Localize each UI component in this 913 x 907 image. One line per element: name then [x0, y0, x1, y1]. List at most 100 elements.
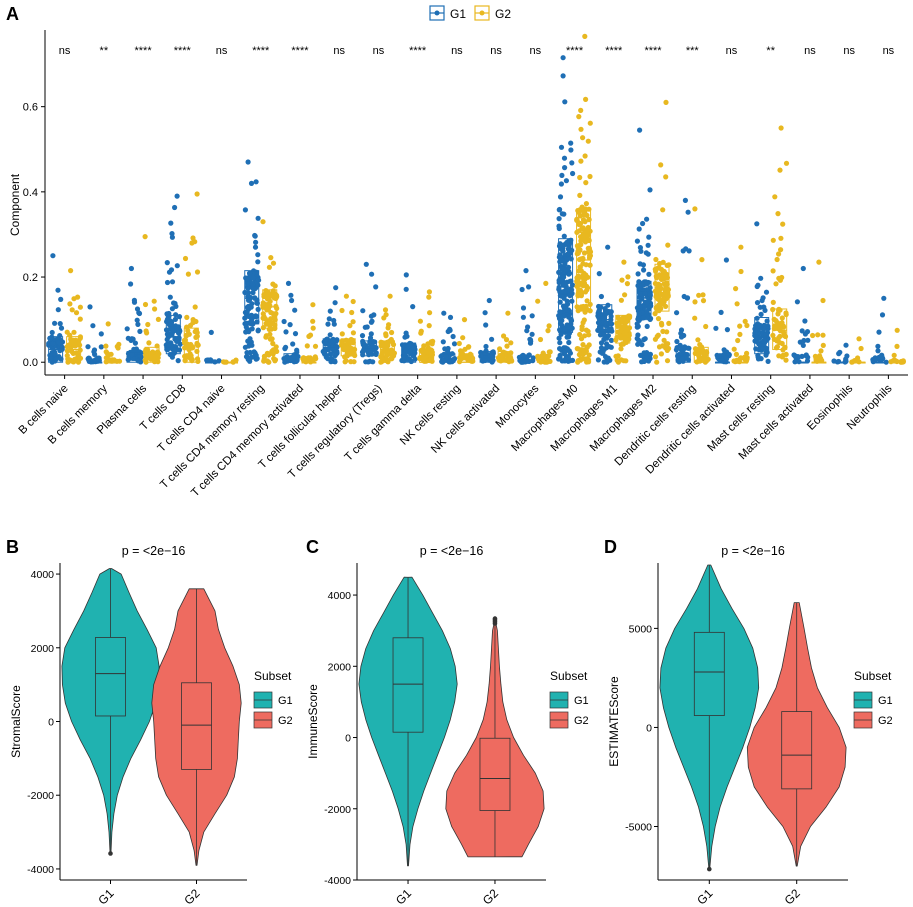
- box-t-cells-follicular-helper-g1: [320, 285, 340, 365]
- point-g1: [166, 310, 172, 317]
- point-g2: [774, 256, 780, 263]
- panel-a-ytick-label: 0.6: [23, 102, 38, 114]
- sig-label-t-cells-regulatory-tregs: ns: [373, 45, 385, 57]
- point-g2: [655, 265, 661, 271]
- point-g1: [557, 340, 563, 346]
- point-g1: [565, 301, 571, 307]
- point-g2: [782, 333, 789, 340]
- point-g2: [270, 281, 276, 287]
- point-g1: [595, 320, 602, 326]
- point-g1: [877, 354, 884, 360]
- point-g1: [566, 330, 572, 336]
- point-g1: [596, 271, 602, 277]
- point-g2: [304, 343, 310, 349]
- point-g2: [778, 247, 784, 253]
- point-g1: [605, 327, 612, 334]
- point-g2: [310, 302, 316, 308]
- point-g2: [420, 349, 426, 355]
- box-macrophages-m2-g2: [652, 99, 672, 365]
- point-g1: [245, 159, 251, 165]
- box-body-g2: [497, 351, 513, 363]
- point-g1: [843, 342, 849, 348]
- point-g2: [583, 327, 590, 333]
- box-t-cells-cd4-memory-activated-g1: [281, 280, 301, 365]
- point-g2: [464, 353, 470, 359]
- point-g1: [249, 312, 255, 318]
- point-g1: [562, 165, 568, 171]
- point-g1: [641, 337, 647, 343]
- sig-label-eosinophils: ns: [843, 45, 855, 57]
- point-g1: [837, 349, 843, 355]
- point-g1: [332, 300, 338, 306]
- point-g2: [583, 96, 589, 102]
- point-g2: [779, 320, 785, 326]
- point-g2: [894, 343, 900, 349]
- box-body-g1: [165, 314, 181, 355]
- point-g2: [618, 297, 625, 303]
- point-g1: [646, 358, 652, 364]
- point-g1: [400, 356, 407, 362]
- point-g1: [168, 220, 174, 226]
- point-g1: [564, 257, 570, 263]
- point-g2: [498, 357, 505, 363]
- legend-label-g1: G1: [574, 695, 589, 707]
- point-g2: [654, 359, 660, 365]
- box-nk-cells-resting-g1: [438, 310, 458, 365]
- point-g1: [557, 194, 564, 200]
- point-g1: [644, 308, 650, 315]
- point-g1: [403, 347, 409, 353]
- point-g2: [381, 315, 387, 321]
- point-g2: [580, 351, 586, 357]
- point-g1: [605, 333, 612, 339]
- point-g2: [733, 351, 740, 357]
- point-g2: [389, 329, 395, 336]
- point-g1: [254, 355, 260, 362]
- point-g1: [164, 328, 171, 334]
- legend-label-g2: G2: [278, 715, 293, 727]
- point-g1: [286, 355, 292, 361]
- point-g2: [816, 259, 822, 265]
- point-g2: [855, 355, 861, 361]
- point-g1: [242, 207, 248, 213]
- point-g1: [243, 324, 249, 330]
- violin-g2: [746, 602, 847, 867]
- box-body-g1: [126, 351, 142, 363]
- point-g2: [703, 323, 709, 330]
- point-g2: [577, 174, 583, 181]
- point-g2: [665, 293, 671, 299]
- point-g2: [350, 319, 356, 325]
- point-g1: [58, 296, 64, 302]
- point-g2: [580, 320, 586, 326]
- point-g1: [53, 356, 59, 362]
- point-g2: [103, 343, 109, 349]
- sig-label-macrophages-m1: ****: [605, 45, 623, 57]
- point-g1: [526, 284, 532, 290]
- point-g2: [623, 339, 629, 345]
- box-monocytes-g2: [535, 280, 553, 365]
- point-g1: [327, 332, 333, 338]
- point-g1: [57, 321, 63, 327]
- point-g2: [383, 333, 389, 339]
- point-g1: [164, 279, 171, 286]
- point-g1: [647, 351, 654, 357]
- point-g1: [565, 354, 572, 360]
- point-g1: [758, 275, 764, 281]
- ytick-label: -4000: [27, 864, 54, 876]
- outlier-point: [707, 866, 712, 872]
- point-g2: [193, 318, 199, 325]
- point-g2: [582, 276, 588, 282]
- point-g1: [644, 299, 651, 306]
- panel-d-title: p = <2e−16: [721, 544, 785, 558]
- point-g2: [738, 244, 744, 250]
- point-g1: [640, 220, 646, 227]
- point-g1: [255, 215, 261, 221]
- point-g1: [561, 211, 567, 217]
- ytick-label: 0: [48, 717, 54, 729]
- xtick-label-mast-cells-resting: Mast cells resting: [706, 383, 777, 454]
- legend-label-g1: G1: [450, 7, 466, 21]
- box-mast-cells-activated-g1: [791, 265, 811, 365]
- point-g1: [881, 295, 887, 301]
- point-g2: [350, 298, 356, 305]
- sig-label-macrophages-m2: ****: [644, 45, 662, 57]
- point-g1: [289, 297, 295, 304]
